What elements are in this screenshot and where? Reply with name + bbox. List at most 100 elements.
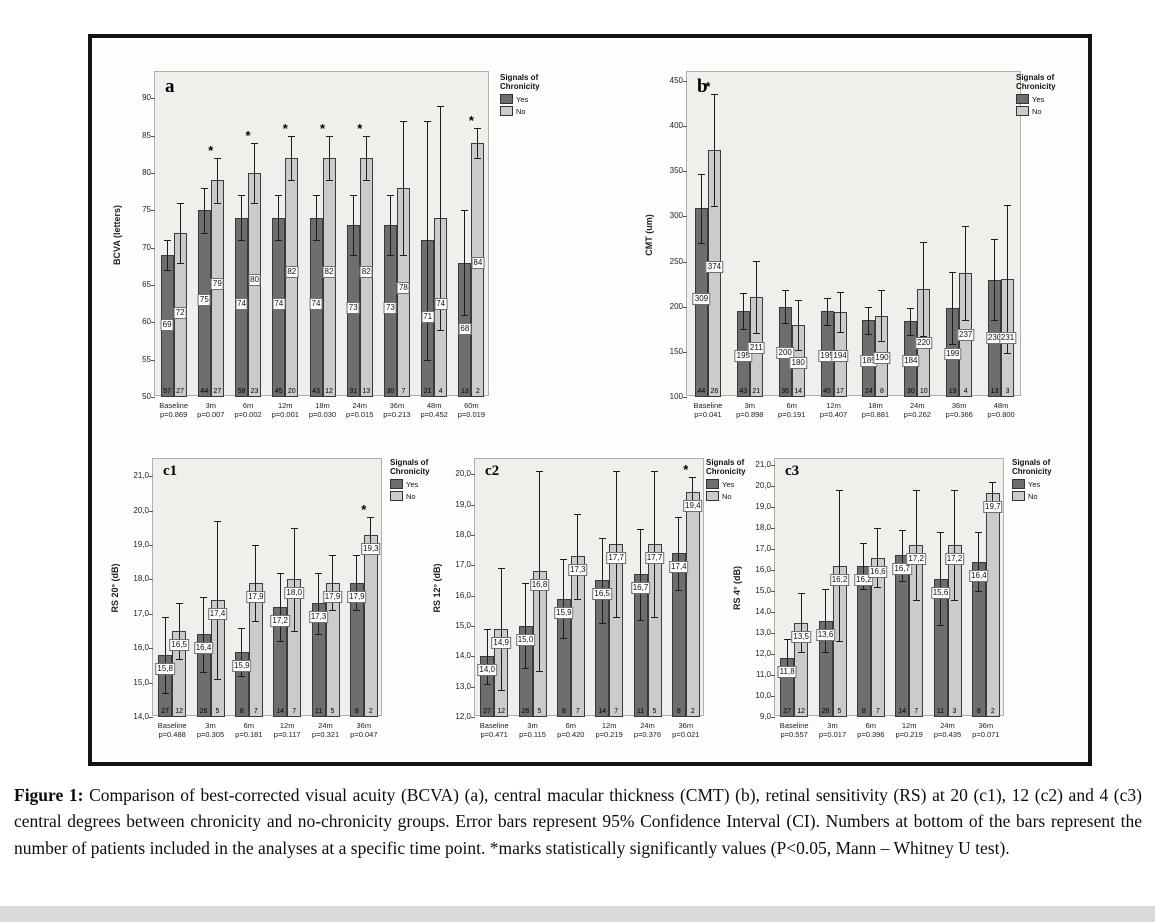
bar-n-label: 8 — [239, 708, 244, 715]
x-tick-pvalue: p=0.898 — [736, 410, 764, 420]
error-bar-cap — [161, 692, 169, 694]
error-bar — [713, 93, 715, 206]
error-bar-cap — [1004, 352, 1012, 354]
error-bar-cap — [536, 471, 543, 473]
error-bar-cap — [962, 320, 970, 322]
error-bar-cap — [275, 240, 283, 242]
error-bar — [692, 477, 694, 508]
y-tick-label: 17,0 — [755, 544, 771, 554]
x-tick-time: 3m — [744, 401, 756, 410]
y-tick-mark — [471, 565, 475, 567]
y-tick-mark — [149, 648, 153, 650]
y-tick-mark — [471, 534, 475, 536]
y-axis-label: RS 12° (dB) — [432, 563, 442, 613]
bar-value-label: 13,5 — [791, 630, 811, 643]
bar-value-label: 18,0 — [284, 587, 304, 600]
error-bar-cap — [860, 589, 868, 591]
y-tick-label: 15,0 — [133, 677, 149, 687]
error-bar — [241, 195, 243, 241]
bar-n-label: 26 — [199, 708, 208, 715]
x-tick-pvalue: p=0.376 — [633, 730, 662, 740]
error-bar-cap — [483, 683, 491, 685]
error-bar — [577, 513, 579, 599]
figure-panel-box: 50 55 60 65 70 75 80 85 90 BCVA (letters) a 69 57 72 2… — [88, 34, 1092, 766]
bar-n-label: 45 — [823, 388, 831, 395]
y-tick-mark — [471, 656, 475, 658]
bar-n-label: 23 — [250, 388, 259, 395]
chart-panel-c2: 12,0 13,0 14,0 15,0 16,0 17,0 18,0 19,0 20,0 RS 1… — [428, 450, 780, 752]
y-tick-label: 18,0 — [455, 529, 471, 539]
plot-area: 12,0 13,0 14,0 15,0 16,0 17,0 18,0 19,0 20,0 RS 1… — [432, 458, 704, 739]
error-bar — [178, 603, 180, 659]
bar-value-label: 200 — [776, 347, 794, 360]
bar-value-label: 11,8 — [777, 666, 797, 679]
bar-n-label: 31 — [349, 388, 358, 395]
error-bar-cap — [200, 187, 208, 189]
bar-n-label: 26 — [821, 708, 830, 715]
error-bar — [784, 290, 786, 323]
x-tick-label: Baseline p=0.041 — [687, 401, 729, 420]
bar-n-label: 27 — [176, 388, 185, 395]
x-tick-pvalue: p=0.435 — [933, 730, 962, 740]
x-tick-label: 3m p=0.115 — [513, 721, 551, 740]
error-bar-cap — [437, 329, 445, 331]
y-tick-mark — [683, 261, 687, 263]
y-tick-mark — [151, 98, 155, 100]
error-bar-cap — [781, 290, 789, 292]
y-tick-label: 250 — [669, 256, 683, 266]
error-bar-cap — [823, 297, 831, 299]
y-tick-mark — [149, 613, 153, 615]
error-bar-cap — [975, 532, 983, 534]
bar-n-label: 14 — [898, 708, 907, 715]
bar-value-label: 74 — [434, 298, 448, 311]
bar-value-label: 16,4 — [969, 569, 989, 582]
bar-n-label: 30 — [386, 388, 395, 395]
error-bar-cap — [399, 120, 407, 122]
error-bar — [486, 628, 488, 684]
x-tick-time: 24m — [640, 721, 655, 730]
y-tick-mark — [683, 126, 687, 128]
x-tick-time: 24m — [910, 401, 925, 410]
bar-value-label: 72 — [173, 306, 187, 319]
error-bar-cap — [675, 589, 683, 591]
figure-caption-label: Figure 1: — [14, 785, 84, 805]
error-bar — [315, 195, 317, 241]
error-bar-cap — [238, 675, 246, 677]
x-tick-label: 18m p=0.881 — [855, 401, 897, 420]
x-tick-pvalue: p=0.071 — [972, 730, 1000, 740]
error-bar-cap — [325, 180, 333, 182]
error-bar-cap — [497, 689, 505, 691]
error-bar-cap — [200, 596, 207, 598]
error-bar-cap — [951, 599, 958, 601]
bar-value-label: 17,4 — [669, 561, 689, 574]
x-tick-pvalue: p=0.488 — [158, 730, 186, 740]
y-tick-label: 17,0 — [455, 560, 471, 570]
error-bar — [356, 555, 358, 611]
x-tick-pvalue: p=0.019 — [457, 410, 486, 420]
error-bar-cap — [252, 620, 260, 622]
error-bar-cap — [949, 343, 957, 345]
y-tick-label: 400 — [669, 121, 683, 131]
x-tick-time: 18m — [315, 401, 330, 410]
bar-n-label: 21 — [752, 388, 761, 395]
x-tick-label: 12m p=0.219 — [590, 721, 628, 740]
error-bar-cap — [836, 641, 843, 643]
chart-panel-c1: 14,0 15,0 16,0 17,0 18,0 19,0 20,0 21,0 RS 20° (… — [106, 450, 458, 752]
bar-value-label: 16,4 — [193, 642, 214, 655]
bar-n-label: 14 — [598, 708, 607, 715]
bar-n-label: 7 — [875, 708, 880, 715]
y-tick-mark — [771, 570, 775, 572]
bar-value-label: 73 — [346, 302, 360, 315]
x-tick-time: 12m — [279, 721, 295, 730]
bar-n-label: 57 — [163, 388, 172, 395]
chart-panel-b: 100 150 200 250 300 350 400 450 CMT (um) b 309 44 37… — [644, 63, 1109, 441]
error-bar-cap — [574, 598, 582, 600]
significance-star: * — [361, 502, 367, 518]
y-tick-label: 13,0 — [455, 681, 471, 691]
y-axis-label: RS 20° (dB) — [110, 563, 120, 613]
bar-value-label: 16,5 — [592, 588, 612, 601]
x-tick-label: 12m p=0.219 — [890, 721, 928, 740]
x-tick-label: 36m p=0.366 — [938, 401, 980, 420]
error-bar — [255, 545, 257, 621]
legend-item-no: No — [1016, 106, 1086, 117]
